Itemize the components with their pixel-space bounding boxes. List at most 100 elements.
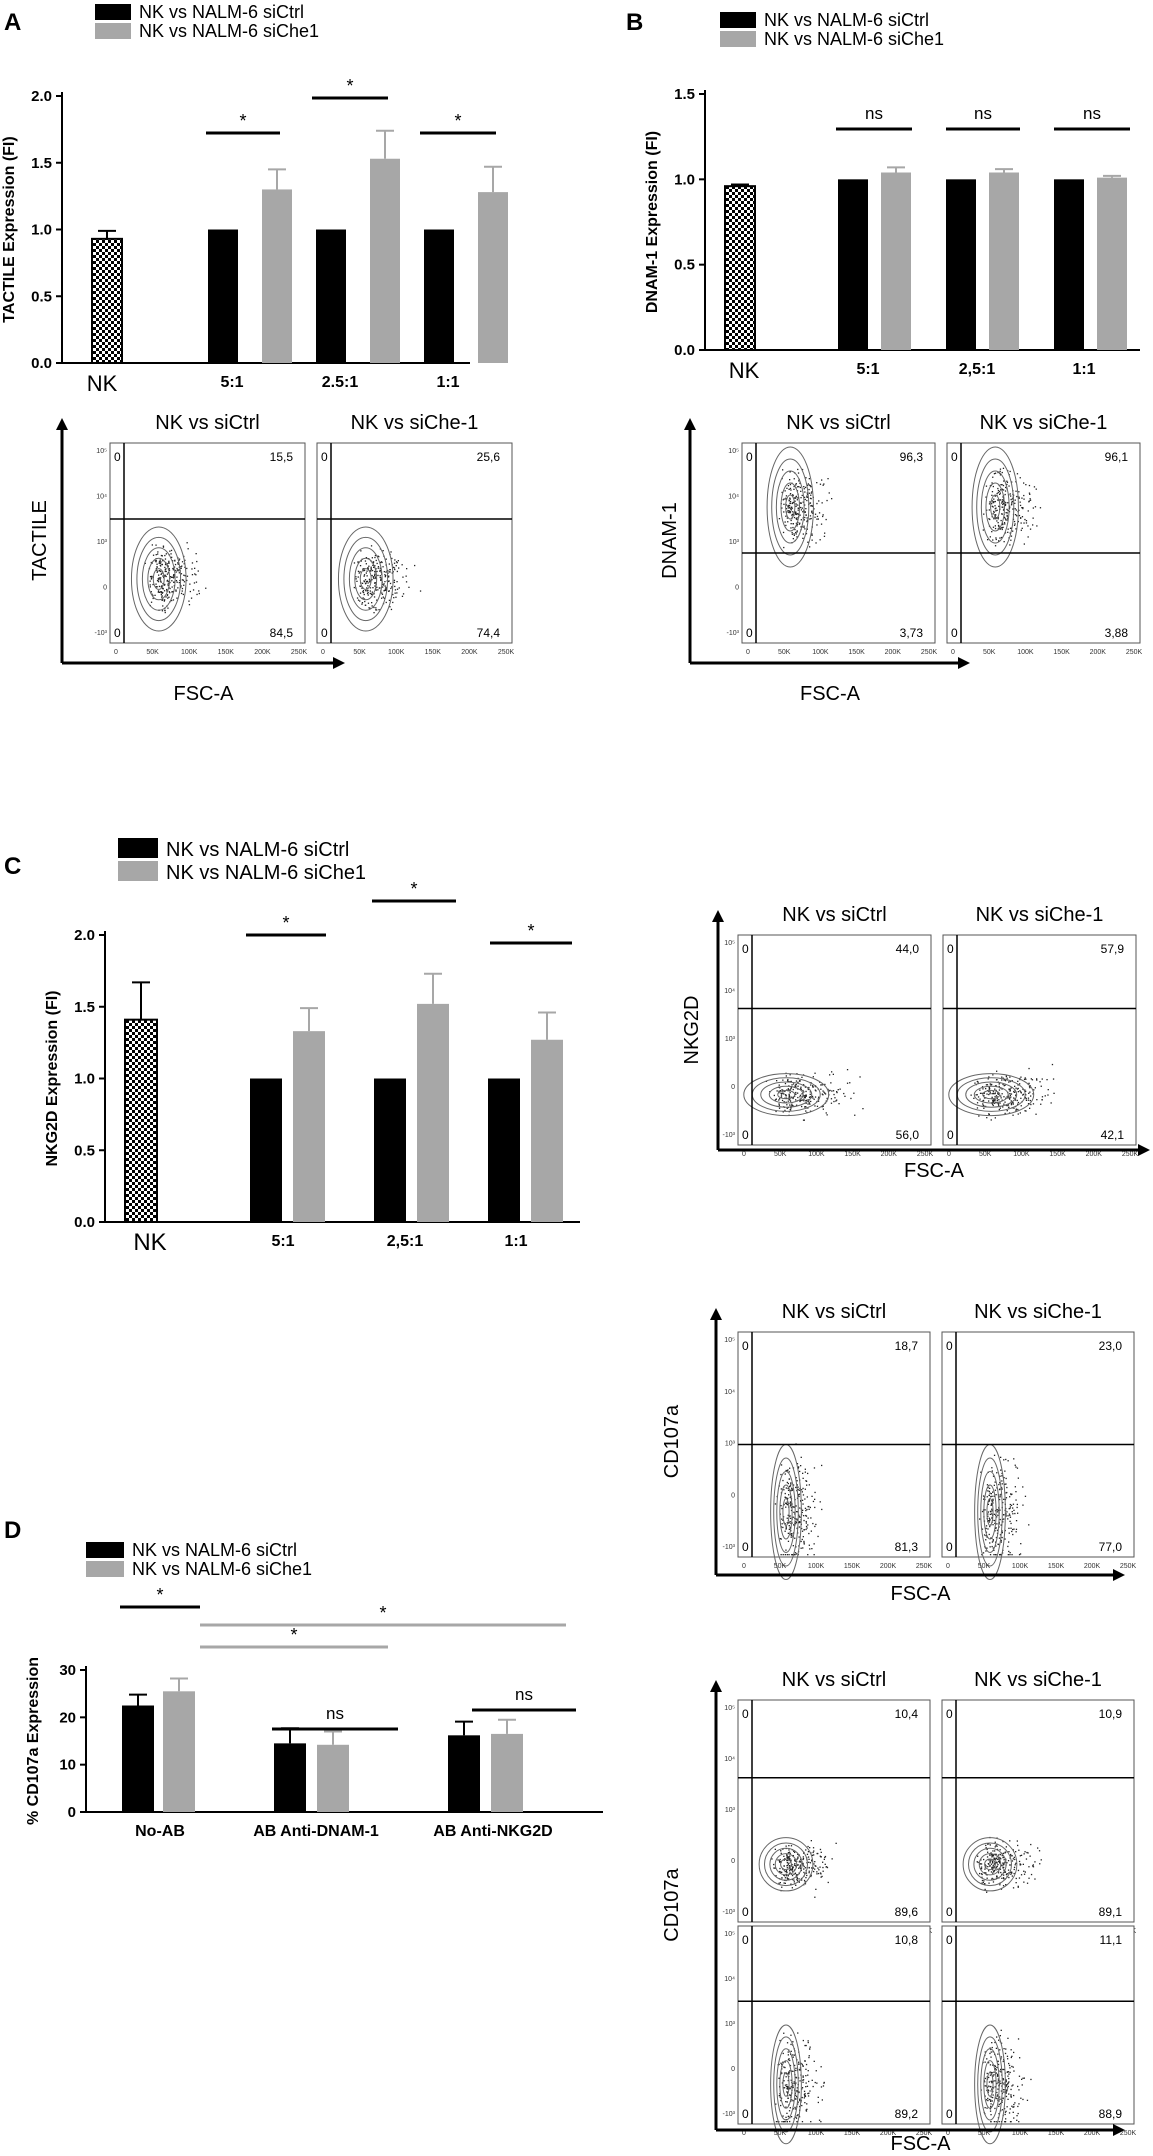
flow-event-dot [1010, 1855, 1012, 1857]
flow-y-tick-label: 10⁵ [724, 1705, 735, 1712]
flow-event-dot [785, 2076, 787, 2078]
flow-event-dot [850, 1097, 852, 1100]
flow-x-tick-label: 150K [848, 649, 865, 656]
flow-event-dot [996, 1523, 998, 1525]
flow-event-dot [160, 591, 162, 593]
flow-event-dot [992, 2075, 994, 2077]
flow-event-dot [796, 1511, 798, 1513]
flow-x-arrowhead [1113, 2124, 1125, 2136]
flow-event-dot [1013, 2103, 1015, 2106]
flow-event-dot [789, 487, 792, 490]
flow-event-dot [988, 503, 991, 505]
flow-event-dot [803, 1543, 805, 1545]
flow-event-dot [802, 1477, 804, 1479]
flow-event-dot [1018, 496, 1020, 498]
flow-event-dot [981, 1879, 984, 1882]
flow-event-dot [999, 2035, 1001, 2037]
flow-event-dot [166, 594, 169, 596]
flow-event-dot [1003, 1878, 1005, 1880]
flow-event-dot [804, 1867, 806, 1869]
flow-quadrant-zero: 0 [946, 1707, 953, 1721]
flow-event-dot [987, 2089, 989, 2091]
flow-event-dot [790, 1107, 792, 1109]
flow-x-tick-label: 250K [921, 649, 938, 656]
flow-event-dot [991, 2100, 993, 2102]
flow-event-dot [795, 503, 797, 505]
flow-event-dot [985, 1550, 987, 1552]
flow-event-dot [1033, 486, 1036, 488]
flow-event-dot [1014, 1858, 1016, 1861]
flow-event-dot [977, 1081, 979, 1083]
flow-event-dot [988, 2081, 991, 2083]
flow-event-dot [995, 2097, 997, 2099]
flow-event-dot [380, 579, 382, 581]
flow-event-dot [160, 565, 162, 567]
flow-event-dot [197, 570, 199, 572]
flow-event-dot [999, 1854, 1001, 1856]
flow-event-dot [778, 1882, 780, 1884]
flow-event-dot [799, 2105, 801, 2108]
flow-quadrant-upper-pct: 96,1 [1105, 450, 1129, 464]
flow-event-dot [366, 575, 368, 577]
flow-event-dot [162, 605, 164, 607]
flow-event-dot [372, 561, 375, 563]
flow-event-dot [787, 1878, 789, 1880]
flow-event-dot [1006, 1862, 1008, 1864]
flow-event-dot [1006, 483, 1008, 486]
flow-event-dot [787, 506, 789, 508]
flow-event-dot [779, 2039, 781, 2042]
flow-event-dot [994, 2080, 996, 2082]
flow-event-dot [782, 1079, 784, 1081]
flow-event-dot [1008, 2112, 1011, 2114]
flow-event-dot [820, 1856, 822, 1858]
flow-event-dot [367, 568, 369, 570]
flow-event-dot [1017, 1477, 1019, 1479]
flow-event-dot [1007, 517, 1009, 519]
y-tick-label: 1.0 [674, 171, 695, 188]
flow-event-dot [189, 590, 191, 593]
flow-event-dot [1029, 1855, 1031, 1857]
flow-event-dot [804, 2092, 806, 2095]
flow-event-dot [160, 577, 162, 579]
flow-event-dot [157, 590, 160, 592]
flow-event-dot [994, 1522, 996, 1524]
flow-x-tick-label: 100K [1017, 649, 1034, 656]
flow-event-dot [393, 581, 395, 583]
flow-event-dot [996, 1472, 998, 1474]
flow-y-tick-label: 10⁴ [724, 1976, 735, 1983]
flow-event-dot [802, 1864, 804, 1866]
flow-event-dot [991, 1856, 993, 1858]
legend-swatch-che [720, 31, 756, 47]
flow-event-dot [786, 511, 788, 513]
flow-event-dot [1050, 1102, 1052, 1104]
flow-event-dot [1014, 523, 1016, 525]
flow-event-dot [796, 531, 798, 533]
flow-event-dot [805, 1090, 807, 1093]
flow-event-dot [976, 1102, 979, 1104]
flow-event-dot [781, 1877, 783, 1879]
flow-event-dot [1002, 496, 1004, 498]
flow-x-tick-label: 0 [946, 2130, 950, 2137]
flow-event-dot [1002, 484, 1005, 487]
flow-event-dot [792, 1488, 794, 1490]
flow-contour [337, 526, 394, 632]
flow-contour [980, 470, 1010, 544]
x-category-label: No-AB [135, 1823, 185, 1840]
flow-event-dot [808, 1858, 810, 1860]
flow-event-dot [161, 572, 163, 575]
flow-event-dot [800, 1088, 802, 1090]
flow-event-dot [803, 2093, 806, 2096]
flow-event-dot [1032, 524, 1034, 526]
flow-event-dot [792, 2041, 794, 2043]
flow-event-dot [1000, 2029, 1002, 2031]
flow-event-dot [998, 490, 1001, 493]
flow-event-dot [1028, 1877, 1030, 1879]
flow-event-dot [1010, 1527, 1012, 1529]
flow-event-dot [786, 2042, 789, 2044]
flow-event-dot [186, 567, 188, 570]
flow-event-dot [824, 1856, 826, 1859]
flow-event-dot [793, 1850, 795, 1852]
flow-event-dot [981, 1086, 984, 1088]
flow-event-dot [781, 1886, 783, 1888]
